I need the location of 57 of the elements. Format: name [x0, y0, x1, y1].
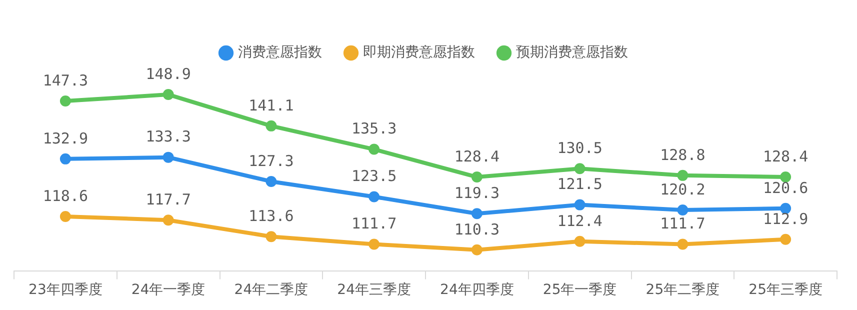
point — [368, 191, 380, 202]
data-label: 120.2 — [660, 180, 706, 198]
point — [677, 204, 688, 216]
data-label: 135.3 — [351, 120, 397, 138]
data-label: 117.7 — [146, 190, 191, 208]
legend-label: 消费意愿指数 — [238, 44, 322, 61]
data-label: 110.3 — [454, 220, 500, 238]
point — [574, 236, 586, 247]
data-label: 113.6 — [248, 206, 294, 225]
data-label: 147.3 — [42, 71, 88, 90]
data-label: 130.5 — [557, 138, 602, 157]
point — [162, 214, 174, 226]
data-label: 111.7 — [351, 214, 397, 233]
x-tick-label: 24年一季度 — [131, 282, 206, 298]
legend-label: 预期消费意愿指数 — [516, 44, 628, 61]
data-label: 127.3 — [248, 152, 294, 170]
point — [471, 208, 482, 220]
legend-label: 即期消费意愿指数 — [363, 44, 475, 61]
point — [368, 238, 380, 250]
data-label: 112.9 — [762, 210, 808, 228]
x-tick-label: 25年一季度 — [542, 282, 617, 298]
data-label: 128.4 — [762, 147, 808, 166]
point — [60, 210, 71, 222]
data-label: 120.6 — [762, 178, 808, 197]
point — [60, 95, 71, 106]
point — [266, 176, 277, 187]
point — [677, 238, 688, 250]
data-label: 111.7 — [660, 214, 706, 233]
point — [471, 172, 482, 183]
data-label: 132.9 — [42, 129, 88, 148]
point — [368, 144, 380, 155]
point — [162, 152, 174, 163]
data-label: 133.3 — [146, 128, 191, 146]
x-tick-label: 24年四季度 — [440, 282, 514, 298]
x-tick-label: 24年二季度 — [234, 282, 308, 298]
point — [574, 163, 586, 174]
point — [60, 153, 71, 164]
x-tick-label: 25年二季度 — [646, 282, 720, 298]
point — [677, 170, 688, 181]
data-label: 119.3 — [454, 184, 500, 202]
point — [780, 234, 792, 245]
x-tick-label: 24年三季度 — [337, 282, 411, 298]
data-label: 148.9 — [146, 64, 191, 83]
point — [266, 231, 277, 242]
point — [162, 89, 174, 100]
x-tick-label: 23年四季度 — [28, 282, 102, 298]
data-label: 141.1 — [248, 96, 294, 114]
data-label: 121.5 — [557, 175, 602, 194]
data-label: 128.8 — [660, 146, 706, 164]
data-label: 123.5 — [351, 167, 397, 186]
point — [266, 120, 277, 132]
data-label: 112.4 — [557, 212, 602, 230]
point — [471, 244, 482, 256]
x-tick-label: 25年三季度 — [748, 282, 822, 298]
point — [574, 199, 586, 210]
data-label: 118.6 — [42, 186, 88, 205]
data-label: 128.4 — [454, 147, 500, 166]
